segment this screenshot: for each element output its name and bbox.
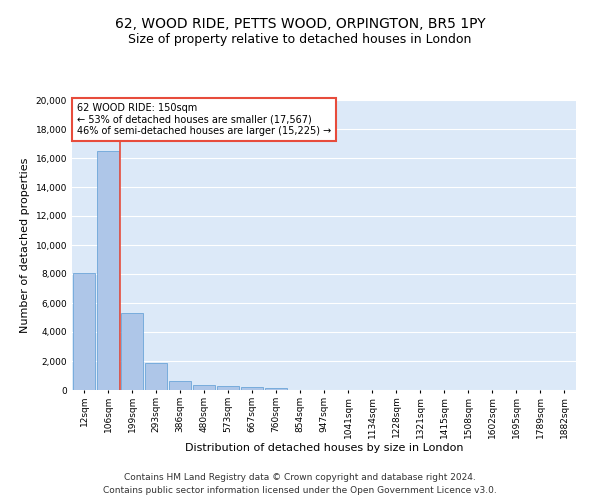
Y-axis label: Number of detached properties: Number of detached properties [20, 158, 30, 332]
Bar [145, 363, 167, 390]
Bar [193, 385, 215, 390]
Bar [73, 272, 95, 390]
Bar [121, 313, 143, 390]
Bar [217, 386, 239, 390]
Text: 62, WOOD RIDE, PETTS WOOD, ORPINGTON, BR5 1PY: 62, WOOD RIDE, PETTS WOOD, ORPINGTON, BR… [115, 18, 485, 32]
Text: Contains public sector information licensed under the Open Government Licence v3: Contains public sector information licen… [103, 486, 497, 495]
Bar [169, 380, 191, 390]
Bar [97, 151, 119, 390]
Text: 62 WOOD RIDE: 150sqm
← 53% of detached houses are smaller (17,567)
46% of semi-d: 62 WOOD RIDE: 150sqm ← 53% of detached h… [77, 103, 331, 136]
Bar [265, 388, 287, 390]
X-axis label: Distribution of detached houses by size in London: Distribution of detached houses by size … [185, 443, 463, 453]
Text: Size of property relative to detached houses in London: Size of property relative to detached ho… [128, 32, 472, 46]
Bar [241, 387, 263, 390]
Text: Contains HM Land Registry data © Crown copyright and database right 2024.: Contains HM Land Registry data © Crown c… [124, 472, 476, 482]
